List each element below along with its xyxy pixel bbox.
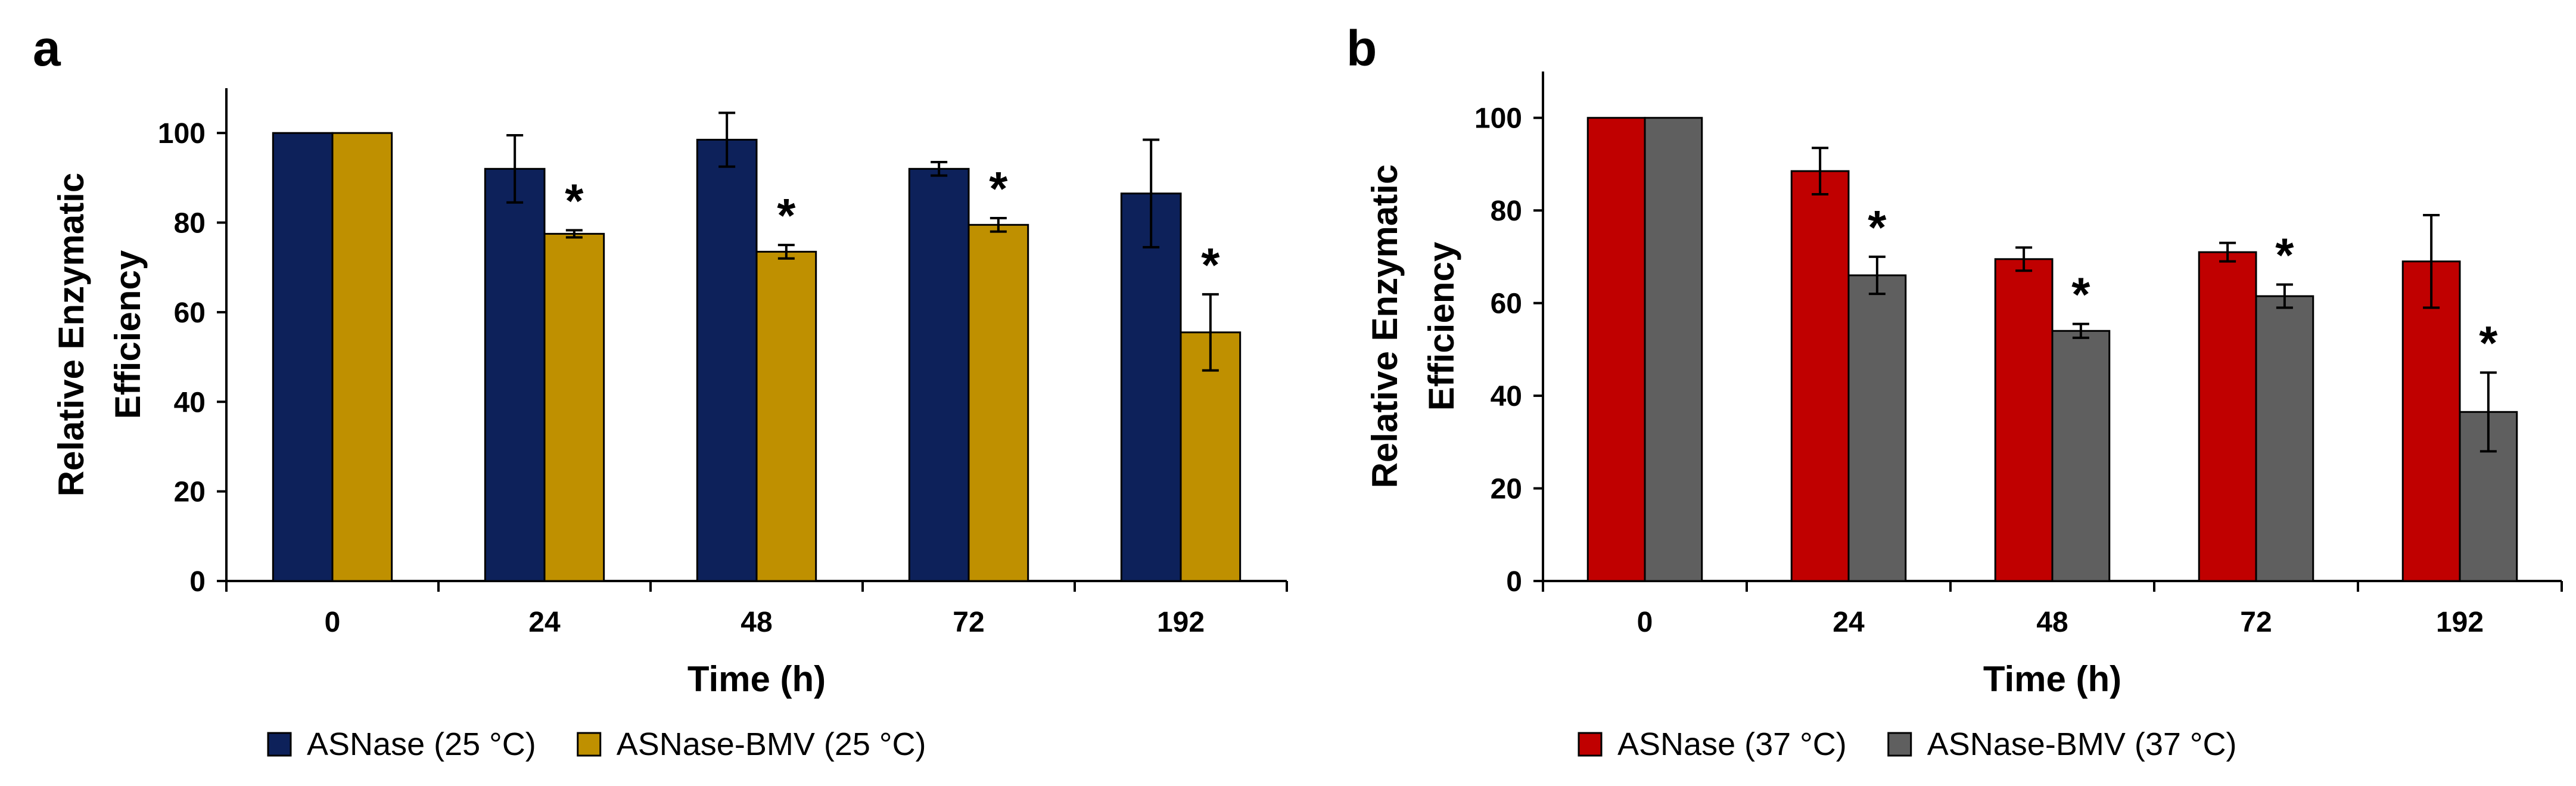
- y-tick-label: 100: [1474, 103, 1522, 135]
- significance-star: *: [777, 189, 796, 242]
- bar-b-s0-72: [2198, 251, 2257, 582]
- x-tick-label: 24: [1833, 607, 1865, 638]
- legend: ASNase (25 °C) ASNase-BMV (25 °C): [267, 726, 926, 762]
- bar-a-s0-192: [1120, 192, 1182, 582]
- bar-b-s1-48: [2051, 330, 2111, 582]
- significance-star: *: [989, 162, 1008, 215]
- bar-b-s1-24: [1847, 274, 1907, 582]
- bar-b-s0-48: [1994, 258, 2054, 582]
- bar-a-s0-48: [696, 138, 758, 582]
- x-tick-label: 48: [2036, 607, 2068, 638]
- y-axis-title-line1: Relative Enzymatic: [51, 173, 91, 497]
- bar-a-s0-24: [484, 167, 546, 582]
- panel-letter: a: [33, 20, 61, 76]
- panel-letter: b: [1346, 20, 1377, 76]
- bar-a-s1-48: [755, 250, 817, 582]
- x-axis-title: Time (h): [1983, 659, 2121, 699]
- x-tick-label: 72: [953, 607, 984, 638]
- x-tick-label: 0: [1637, 607, 1653, 638]
- significance-star: *: [1868, 201, 1887, 254]
- y-tick-label: 20: [174, 477, 206, 508]
- bar-b-s1-0: [1644, 117, 1703, 582]
- bar-a-s1-24: [543, 232, 605, 582]
- y-axis-title-line2: Efficiency: [108, 250, 148, 419]
- y-tick-label: 60: [1491, 288, 1522, 320]
- significance-star: *: [1201, 238, 1220, 291]
- bar-a-s0-0: [272, 132, 334, 582]
- y-axis-title-line2: Efficiency: [1421, 241, 1461, 411]
- y-tick-label: 40: [174, 387, 206, 418]
- y-tick-label: 0: [1506, 566, 1522, 598]
- bar-b-s1-72: [2255, 295, 2314, 582]
- legend-label-0: ASNase (25 °C): [307, 726, 536, 762]
- x-tick-label: 192: [1157, 607, 1205, 638]
- significance-star: *: [2275, 229, 2294, 282]
- legend-label-1: ASNase-BMV (37 °C): [1927, 726, 2237, 762]
- y-tick-label: 60: [174, 297, 206, 329]
- x-axis-title: Time (h): [687, 659, 826, 699]
- y-tick-label: 80: [1491, 195, 1522, 227]
- chart-panel-a: a 0 20 40 60 80 100 0 24 48 72 192 * * * * Relative Enzy…: [33, 20, 1288, 762]
- y-axis-title-line1: Relative Enzymatic: [1365, 164, 1405, 489]
- y-tick-label: 40: [1491, 381, 1522, 412]
- significance-star: *: [2479, 316, 2498, 369]
- bar-b-s0-0: [1586, 117, 1646, 582]
- bar-b-s0-24: [1790, 170, 1850, 582]
- legend-swatch-1: [1887, 732, 1912, 757]
- y-tick-label: 20: [1491, 474, 1522, 505]
- significance-star: *: [565, 174, 584, 227]
- bar-b-s0-192: [2401, 260, 2461, 582]
- legend-swatch-0: [267, 732, 292, 757]
- chart-panel-b: b 0 20 40 60 80 100 0 24 48 72 192 * * * * Relative Enzy…: [1346, 20, 2563, 762]
- x-tick-label: 0: [325, 607, 341, 638]
- significance-star: *: [2071, 268, 2090, 321]
- bar-a-s1-0: [331, 132, 393, 582]
- legend: ASNase (37 °C) ASNase-BMV (37 °C): [1578, 726, 2237, 762]
- x-tick-label: 72: [2240, 607, 2272, 638]
- x-tick-label: 192: [2436, 607, 2484, 638]
- x-tick-label: 48: [741, 607, 772, 638]
- y-tick-label: 80: [174, 208, 206, 240]
- y-tick-label: 0: [189, 566, 206, 598]
- legend-swatch-1: [577, 732, 602, 757]
- bar-a-s1-72: [967, 223, 1029, 582]
- legend-label-0: ASNase (37 °C): [1617, 726, 1847, 762]
- x-tick-label: 24: [528, 607, 561, 638]
- y-tick-label: 100: [158, 118, 206, 150]
- legend-label-1: ASNase-BMV (25 °C): [617, 726, 926, 762]
- legend-swatch-0: [1578, 732, 1603, 757]
- bar-a-s0-72: [908, 167, 970, 582]
